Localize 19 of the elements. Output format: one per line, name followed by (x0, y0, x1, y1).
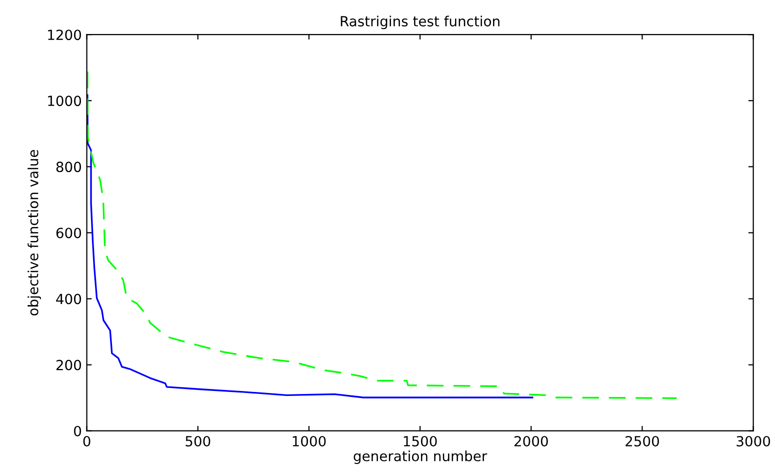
y-tick-label: 400 (56, 294, 82, 304)
x-tick-label: 2000 (514, 436, 548, 446)
chart-title: Rastrigins test function (340, 16, 500, 30)
y-tick-label: 200 (56, 360, 82, 370)
y-tick-label: 1000 (48, 96, 82, 106)
x-tick-label: 1000 (292, 436, 326, 446)
y-tick-label: 0 (74, 426, 82, 436)
x-tick-label: 0 (83, 436, 90, 446)
x-tick-label: 3000 (736, 436, 770, 446)
y-tick-label: 1200 (48, 30, 82, 40)
y-tick-label: 800 (56, 162, 82, 172)
x-tick-label: 500 (186, 436, 210, 446)
x-tick-label: 2500 (626, 436, 659, 446)
x-axis-title: generation number (354, 450, 488, 464)
x-tick-label: 1500 (404, 436, 437, 446)
line-series (86, 94, 534, 398)
y-tick-label: 600 (56, 228, 82, 238)
y-axis-title: objective function value (28, 150, 42, 316)
line-series (86, 70, 678, 400)
